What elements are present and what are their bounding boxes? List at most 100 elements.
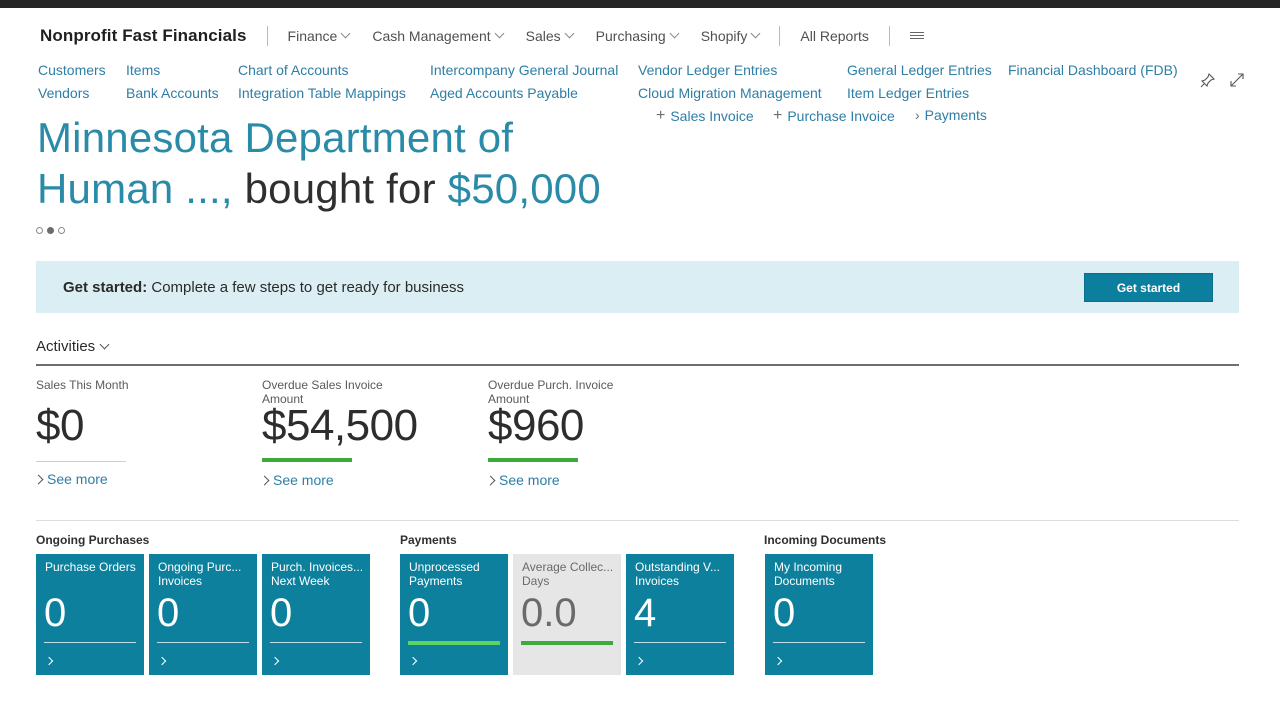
link-intercompany-general-journal[interactable]: Intercompany General Journal: [430, 62, 619, 78]
see-more-label: See more: [499, 472, 560, 488]
chevron-right-icon: [33, 474, 44, 484]
nav-all-reports[interactable]: All Reports: [800, 28, 869, 44]
chevron-down-icon: [494, 28, 505, 39]
nav-menu-label: Sales: [525, 28, 561, 44]
link-vendors[interactable]: Vendors: [38, 85, 90, 101]
nav-menu-sales[interactable]: Sales: [525, 28, 575, 44]
app-title: Nonprofit Fast Financials: [40, 26, 247, 45]
action-label: Payments: [924, 107, 987, 123]
action-label: Purchase Invoice: [787, 108, 895, 124]
plus-icon: +: [656, 107, 666, 124]
link-general-ledger-entries[interactable]: General Ledger Entries: [847, 62, 992, 78]
nav-divider: [779, 26, 781, 46]
chevron-down-icon: [564, 28, 575, 39]
tile-value: 0: [44, 591, 67, 635]
chevron-down-icon: [669, 28, 680, 39]
nav-divider: [266, 26, 268, 46]
tile-label: Purch. Invoices... Next Week: [271, 560, 364, 588]
cue-label: Overdue Sales Invoice Amount: [262, 378, 383, 406]
hamburger-menu-icon[interactable]: [909, 31, 924, 41]
cue-overdue-sales-invoice-amount[interactable]: Overdue Sales Invoice Amount $54,500 See…: [259, 378, 422, 488]
headline-line-2: Human ..., bought for $50,000: [37, 163, 601, 214]
plus-icon: +: [773, 107, 783, 124]
tile-purch-invoices-next-week[interactable]: Purch. Invoices... Next Week 0: [262, 554, 370, 675]
chevron-right-icon: [408, 656, 418, 666]
carousel-dots: [36, 227, 69, 234]
nav-menu-cash-management[interactable]: Cash Management: [372, 28, 505, 44]
action-payments[interactable]: › Payments: [915, 107, 987, 123]
cue-bar-favorable: [488, 458, 578, 462]
action-new-sales-invoice[interactable]: + Sales Invoice: [656, 107, 754, 125]
chevron-down-icon: [750, 28, 761, 39]
see-more-link[interactable]: See more: [259, 472, 422, 488]
action-label: Sales Invoice: [670, 108, 754, 124]
link-aged-accounts-payable[interactable]: Aged Accounts Payable: [430, 85, 578, 101]
see-more-label: See more: [47, 471, 108, 487]
link-integration-table-mappings[interactable]: Integration Table Mappings: [238, 85, 406, 101]
carousel-dot[interactable]: [58, 227, 65, 234]
tile-average-collection-days[interactable]: Average Collec... Days 0.0: [513, 554, 621, 675]
tile-label: Ongoing Purc... Invoices: [158, 560, 242, 588]
expand-icon[interactable]: [1229, 72, 1245, 88]
carousel-dot[interactable]: [36, 227, 43, 234]
cue-sales-this-month[interactable]: Sales This Month $0 See more: [33, 378, 196, 487]
nav-menu-shopify[interactable]: Shopify: [701, 28, 761, 44]
tile-label: My Incoming Documents: [774, 560, 843, 588]
tile-label: Purchase Orders: [45, 560, 136, 574]
nav-divider: [888, 26, 890, 46]
banner-bold-label: Get started:: [63, 279, 148, 296]
pin-icon[interactable]: [1200, 72, 1216, 88]
see-more-link[interactable]: See more: [485, 472, 648, 488]
tile-label: Average Collec... Days: [522, 560, 614, 588]
headline-verb: bought for: [244, 165, 436, 212]
tile-unprocessed-payments[interactable]: Unprocessed Payments 0: [400, 554, 508, 675]
activities-section-toggle[interactable]: Activities: [36, 338, 110, 355]
get-started-button[interactable]: Get started: [1084, 273, 1213, 302]
nav-menu-finance[interactable]: Finance: [288, 28, 351, 44]
tile-bar-favorable: [408, 641, 500, 645]
tile-purchase-orders[interactable]: Purchase Orders 0: [36, 554, 144, 675]
cue-label: Overdue Purch. Invoice Amount: [488, 378, 614, 406]
section-divider: [36, 520, 1239, 521]
tile-ongoing-purchase-invoices[interactable]: Ongoing Purc... Invoices 0: [149, 554, 257, 675]
tile-label: Outstanding V... Invoices: [635, 560, 720, 588]
link-vendor-ledger-entries[interactable]: Vendor Ledger Entries: [638, 62, 778, 78]
carousel-dot-active[interactable]: [47, 227, 54, 234]
nav-menu-purchasing[interactable]: Purchasing: [596, 28, 680, 44]
see-more-link[interactable]: See more: [33, 471, 196, 487]
top-bar: [0, 0, 1280, 8]
tile-divider: [634, 642, 726, 643]
tile-divider: [44, 642, 136, 643]
chevron-right-icon: [157, 656, 167, 666]
tile-divider: [773, 642, 865, 643]
tile-value: 0.0: [521, 591, 577, 635]
link-customers[interactable]: Customers: [38, 62, 106, 78]
cue-value: $960: [488, 401, 584, 450]
tile-value: 0: [773, 591, 796, 635]
cue-bar-favorable: [262, 458, 352, 462]
chevron-right-icon: [485, 475, 496, 485]
headline-line-1: Minnesota Department of: [37, 114, 514, 161]
cue-value: $0: [36, 401, 84, 450]
tile-outstanding-vendor-invoices[interactable]: Outstanding V... Invoices 4: [626, 554, 734, 675]
link-bank-accounts[interactable]: Bank Accounts: [126, 85, 219, 101]
chevron-right-icon: [44, 656, 54, 666]
chevron-down-icon: [340, 28, 351, 39]
link-cloud-migration-management[interactable]: Cloud Migration Management: [638, 85, 822, 101]
tile-divider: [270, 642, 362, 643]
link-chart-of-accounts[interactable]: Chart of Accounts: [238, 62, 349, 78]
banner-text: Get started: Complete a few steps to get…: [63, 279, 464, 296]
cue-label: Sales This Month: [36, 378, 129, 392]
cue-value: $54,500: [262, 401, 418, 450]
chevron-down-icon: [99, 339, 110, 349]
link-items[interactable]: Items: [126, 62, 161, 78]
nav-menu-label: Cash Management: [372, 28, 491, 44]
tile-value: 0: [408, 591, 431, 635]
link-item-ledger-entries[interactable]: Item Ledger Entries: [847, 85, 970, 101]
chevron-right-icon: [773, 656, 783, 666]
activities-title: Activities: [36, 338, 96, 355]
tile-my-incoming-documents[interactable]: My Incoming Documents 0: [765, 554, 873, 675]
link-financial-dashboard[interactable]: Financial Dashboard (FDB): [1008, 62, 1178, 78]
action-new-purchase-invoice[interactable]: + Purchase Invoice: [773, 107, 895, 125]
cue-overdue-purch-invoice-amount[interactable]: Overdue Purch. Invoice Amount $960 See m…: [485, 378, 648, 488]
